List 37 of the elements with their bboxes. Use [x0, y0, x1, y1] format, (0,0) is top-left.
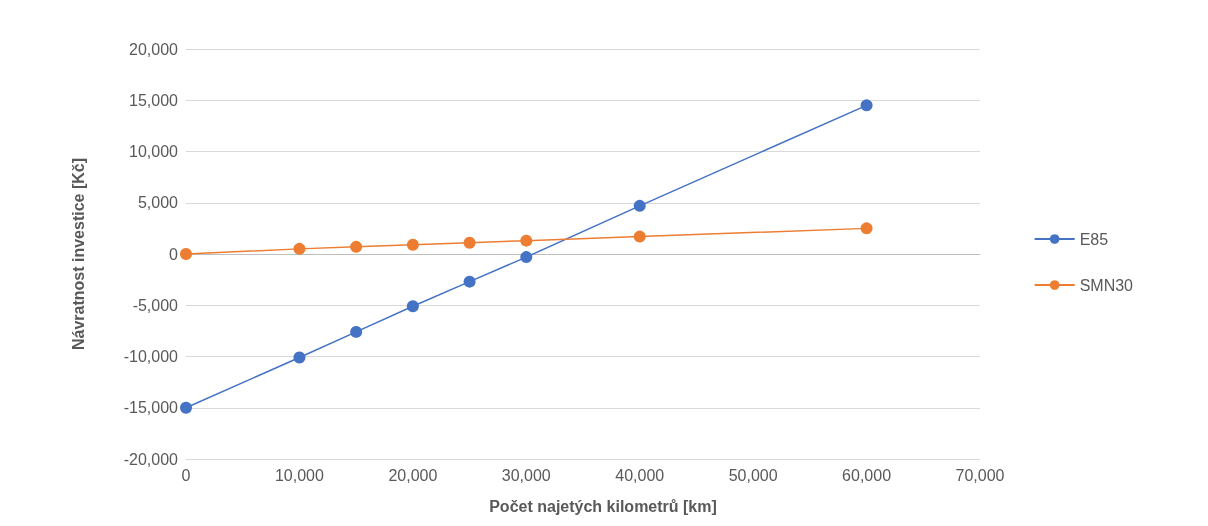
x-tick-label: 40,000 — [615, 466, 665, 484]
point — [633, 199, 646, 212]
point — [406, 300, 419, 313]
y-axis-title: Návratnost investice [Kč] — [69, 157, 87, 351]
y-tick-label: -15,000 — [123, 399, 179, 417]
x-tick-label: 0 — [181, 466, 191, 484]
x-axis-title: Počet najetých kilometrů [km] — [489, 497, 717, 515]
x-tick-label: 20,000 — [388, 466, 438, 484]
x-tick-label: 50,000 — [728, 466, 778, 484]
y-tick-label: 10,000 — [129, 143, 179, 160]
point — [293, 242, 306, 255]
point — [520, 234, 533, 247]
y-tick-label: 0 — [169, 245, 179, 263]
x-tick-label: 60,000 — [842, 466, 892, 484]
point — [463, 236, 476, 249]
x-tick-label: 30,000 — [501, 466, 551, 484]
x-tick-label: 70,000 — [955, 466, 1005, 484]
point — [860, 99, 873, 112]
point — [463, 275, 476, 288]
point — [860, 222, 873, 235]
point — [293, 351, 306, 364]
y-tick-label: -10,000 — [123, 348, 179, 365]
point — [350, 325, 363, 338]
y-tick-label: 15,000 — [129, 91, 179, 109]
y-tick-label: 5,000 — [137, 194, 179, 212]
point — [180, 248, 192, 260]
y-tick-label: 20,000 — [129, 40, 179, 58]
point — [520, 251, 533, 264]
legend-label: SMN30 — [1079, 276, 1134, 294]
point — [350, 240, 363, 253]
point — [406, 238, 419, 251]
x-tick-label: 10,000 — [274, 466, 324, 484]
y-tick-label: -5,000 — [132, 296, 179, 314]
legend-label: E85 — [1079, 230, 1109, 248]
y-tick-label: -20,000 — [123, 450, 179, 468]
point — [180, 401, 192, 414]
point — [633, 230, 646, 243]
